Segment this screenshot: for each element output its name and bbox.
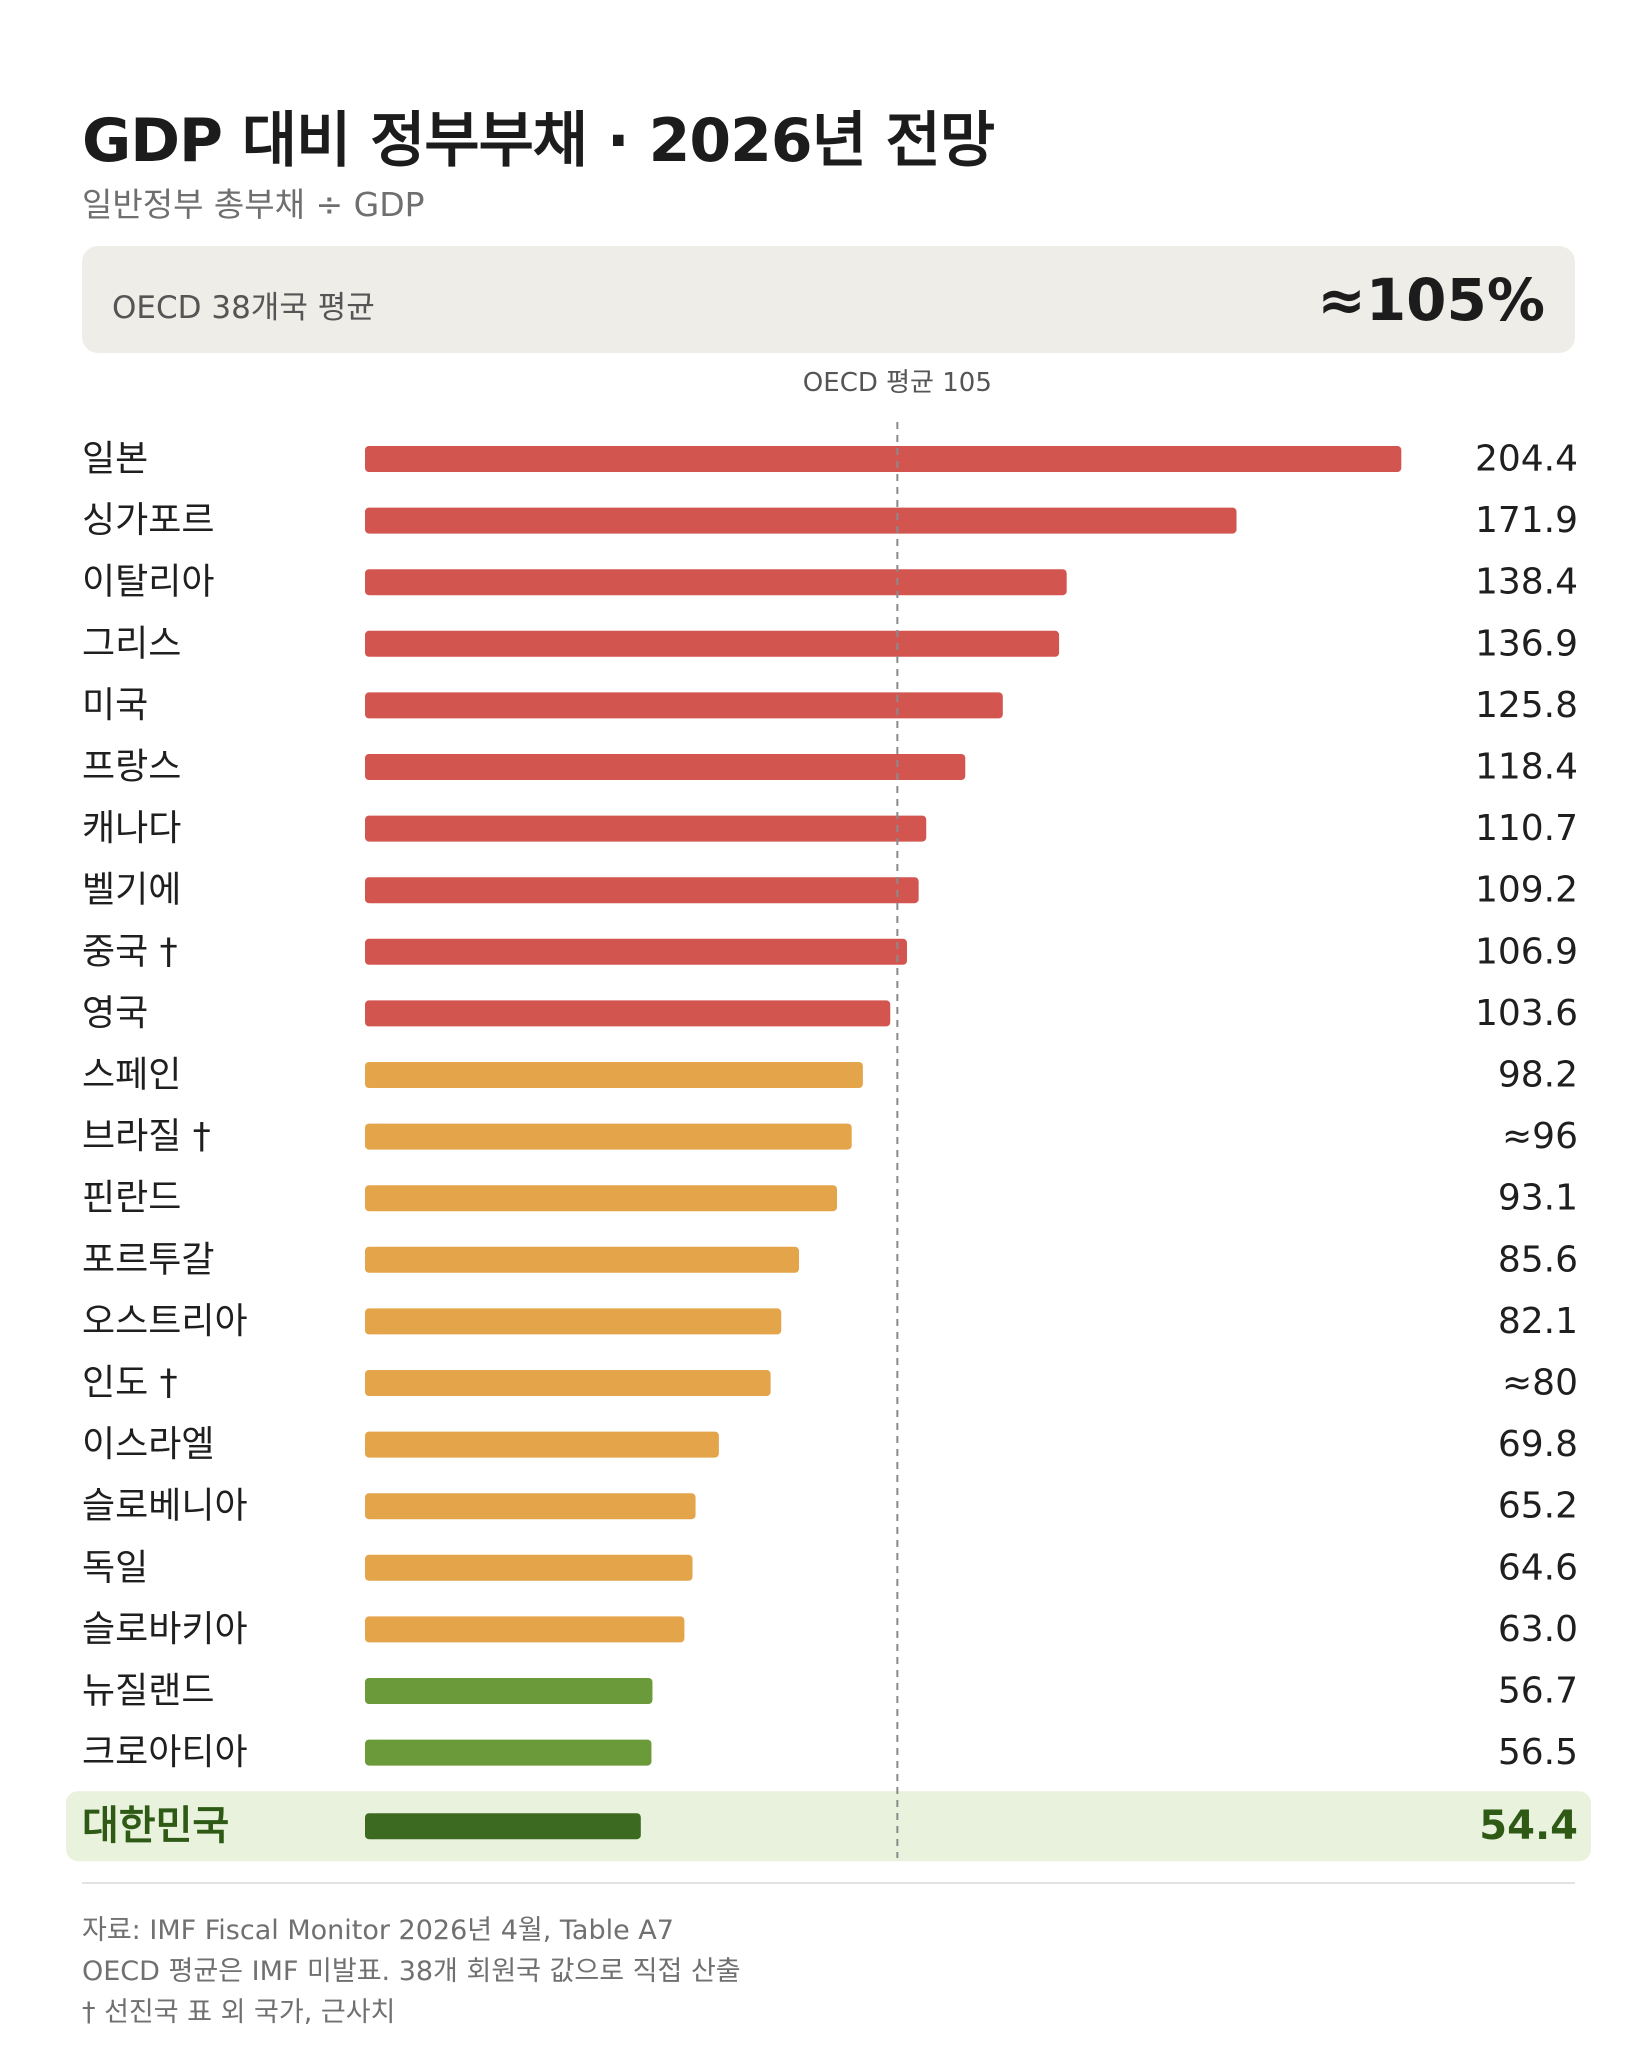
category-label: 포르투갈: [82, 1239, 214, 1280]
value-label: 56.7: [1498, 1671, 1578, 1712]
value-label: 118.4: [1475, 747, 1578, 788]
category-label: 프랑스: [82, 747, 181, 788]
value-label: ≈80: [1502, 1363, 1578, 1404]
footer-source: 자료: IMF Fiscal Monitor 2026년 4월, Table A…: [82, 1915, 674, 1946]
value-label: 106.9: [1475, 931, 1578, 972]
value-label: 109.2: [1475, 870, 1578, 911]
category-label: 싱가포르: [82, 500, 214, 541]
category-label: 브라질 †: [82, 1116, 211, 1157]
value-label: 56.5: [1498, 1732, 1578, 1773]
value-label: 103.6: [1475, 993, 1578, 1034]
category-label: 슬로바키아: [82, 1609, 248, 1650]
bar: [365, 754, 966, 780]
bar: [365, 1678, 653, 1704]
bar: [365, 507, 1237, 534]
bar-highlight: [365, 1813, 641, 1840]
bar: [365, 1739, 652, 1766]
category-label: 이스라엘: [82, 1424, 214, 1465]
oecd-average-summary-box: OECD 38개국 평균 ≈105%: [82, 246, 1575, 353]
value-label: 69.8: [1498, 1424, 1578, 1465]
category-label: 일본: [82, 439, 148, 480]
category-label: 이탈리아: [82, 562, 214, 603]
category-label: 오스트리아: [82, 1301, 248, 1342]
value-label: ≈96: [1502, 1116, 1578, 1157]
bar: [365, 1493, 696, 1520]
footer-note-average: OECD 평균은 IMF 미발표. 38개 회원국 값으로 직접 산출: [82, 1956, 741, 1987]
category-label: 대한민국: [82, 1803, 229, 1849]
value-label: 85.6: [1498, 1239, 1578, 1280]
value-label: 136.9: [1475, 623, 1578, 664]
value-label: 204.4: [1475, 439, 1578, 480]
page-subtitle: 일반정부 총부채 ÷ GDP: [82, 185, 425, 224]
oecd-average-line-label: OECD 평균 105: [803, 368, 992, 398]
category-label: 캐나다: [82, 808, 181, 849]
footer-divider: [82, 1882, 1575, 1884]
bar: [365, 1431, 719, 1458]
category-label: 그리스: [82, 623, 181, 664]
value-label: 54.4: [1479, 1803, 1578, 1849]
value-label: 64.6: [1498, 1547, 1578, 1588]
bar: [365, 815, 927, 842]
bar: [365, 446, 1402, 472]
category-label: 인도 †: [82, 1363, 178, 1404]
bar: [365, 692, 1003, 719]
bar: [365, 630, 1060, 657]
oecd-average-label: OECD 38개국 평균: [112, 290, 375, 326]
bar: [365, 1062, 863, 1088]
value-label: 110.7: [1475, 808, 1578, 849]
category-label: 벨기에: [82, 870, 181, 911]
category-label: 슬로베니아: [82, 1486, 248, 1527]
bar: [365, 938, 907, 965]
category-label: 미국: [82, 685, 148, 726]
oecd-average-value: ≈105%: [1317, 266, 1545, 334]
bar: [365, 1123, 852, 1150]
bar: [365, 1370, 771, 1396]
page-title: GDP 대비 정부부채 · 2026년 전망: [82, 106, 995, 176]
category-label: 스페인: [82, 1055, 181, 1096]
category-label: 뉴질랜드: [82, 1671, 214, 1712]
value-label: 93.1: [1498, 1178, 1578, 1219]
category-label: 크로아티아: [82, 1732, 248, 1773]
bar: [365, 877, 919, 904]
bar: [365, 1616, 685, 1643]
value-label: 98.2: [1498, 1055, 1578, 1096]
highlight-row-background: [66, 1791, 1591, 1862]
bar: [365, 1554, 693, 1581]
value-label: 65.2: [1498, 1486, 1578, 1527]
bar: [365, 1246, 799, 1273]
value-label: 171.9: [1475, 500, 1578, 541]
category-label: 독일: [82, 1547, 148, 1588]
bar-chart: 일본 204.4 싱가포르 171.9 이탈리아 138.4 그리스 136.9 미국 125.8…: [66, 368, 1591, 1862]
value-label: 63.0: [1498, 1609, 1578, 1650]
category-label: 중국 †: [82, 931, 178, 972]
category-label: 핀란드: [82, 1178, 181, 1219]
bar: [365, 1000, 891, 1027]
bar: [365, 569, 1067, 596]
footer-note-dagger: † 선진국 표 외 국가, 근사치: [82, 1997, 396, 2028]
category-label: 영국: [82, 993, 148, 1034]
bar: [365, 1308, 782, 1335]
value-label: 138.4: [1475, 562, 1578, 603]
value-label: 82.1: [1498, 1301, 1578, 1342]
value-label: 125.8: [1475, 685, 1578, 726]
bar: [365, 1185, 838, 1212]
